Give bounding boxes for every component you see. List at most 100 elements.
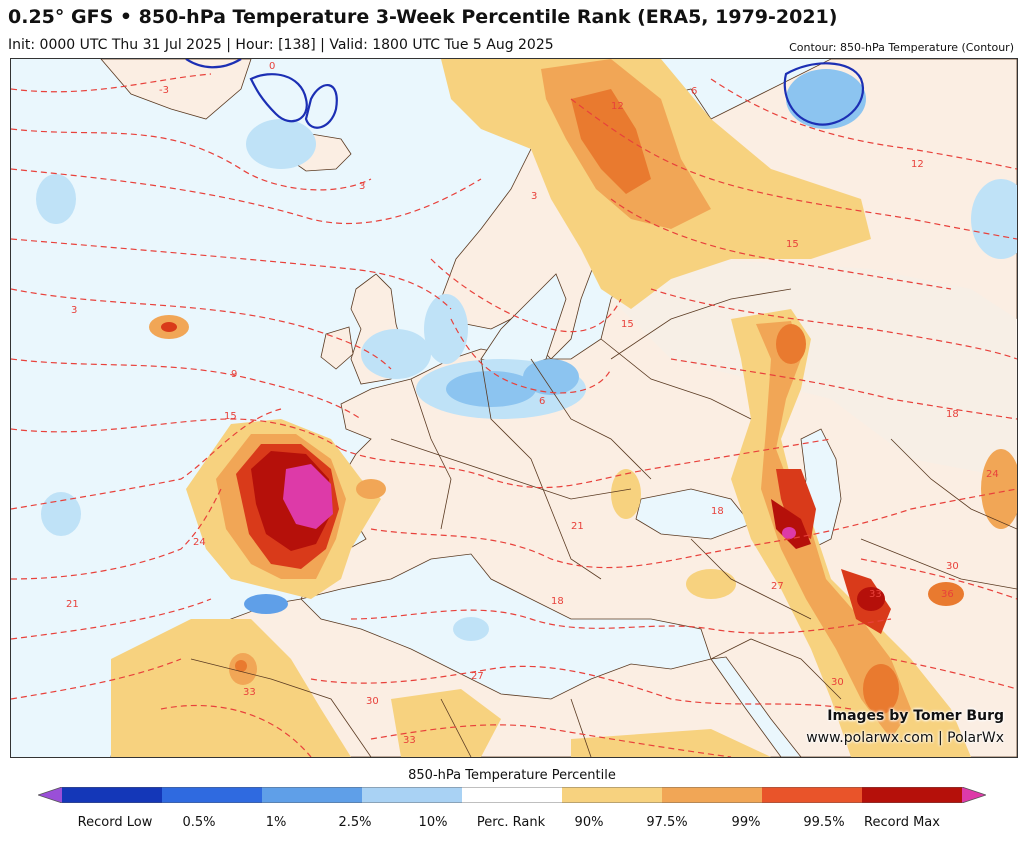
contour-label: 15 — [224, 411, 237, 422]
colorbar-label: 99.5% — [803, 815, 845, 830]
mediterranean-sea — [300, 553, 712, 700]
border-3 — [530, 358, 652, 480]
contour-label: 3 — [71, 305, 77, 316]
contour-line — [310, 665, 852, 710]
shade-pale-russia — [611, 259, 1017, 479]
map-canvas: -3 0 3 3 3 6 6 9 12 12 15 15 15 18 18 18… — [11, 59, 1017, 757]
contour-label: 3 — [359, 181, 365, 192]
ireland — [320, 326, 354, 370]
shade-yellow-libya — [391, 689, 501, 757]
red-sea — [710, 656, 802, 757]
contour-line — [11, 488, 222, 580]
contour-line — [670, 358, 1017, 420]
contour-label: 21 — [571, 521, 584, 532]
shade-darkorange-north — [571, 89, 651, 194]
shade-yellow-egypt — [571, 729, 771, 757]
contour-label: 0 — [269, 61, 275, 72]
colorbar-label: Record Max — [864, 815, 940, 830]
map-subtitle: Init: 0000 UTC Thu 31 Jul 2025 | Hour: [… — [8, 37, 554, 53]
map-title: 0.25° GFS • 850-hPa Temperature 3-Week P… — [8, 6, 838, 28]
shade-red-caucasus — [776, 469, 816, 539]
colorbar-label: 2.5% — [338, 815, 372, 830]
colorbar-segment — [162, 787, 263, 803]
contour-label: 24 — [986, 469, 999, 480]
contour-label: 6 — [539, 396, 545, 407]
colorbar-segment — [662, 787, 763, 803]
shade-orange-far-east — [981, 449, 1017, 529]
shade-darkorange-volga — [776, 324, 806, 364]
contour-line — [11, 358, 362, 420]
shade-lightblue-west — [36, 174, 76, 224]
contour-line — [11, 128, 372, 191]
border-10 — [440, 698, 472, 757]
border-14 — [890, 438, 1017, 530]
contour-line — [350, 609, 892, 634]
cold-contour-line — [249, 73, 308, 123]
contour-label: 15 — [621, 319, 634, 330]
colorbar-label: 99% — [731, 815, 761, 830]
contour-label: 18 — [946, 409, 959, 420]
shade-darkred-iran — [857, 587, 885, 611]
shade-lightblue-med — [453, 617, 489, 641]
contour-line — [430, 258, 622, 333]
colorbar-label: Perc. Rank — [476, 815, 546, 830]
shade-lightblue-denmark — [424, 294, 468, 364]
percentile-shading — [36, 59, 1017, 757]
contour-line — [11, 408, 282, 510]
contour-label: 33 — [869, 589, 882, 600]
shade-blue-arctic — [786, 69, 866, 129]
colorbar-label: 1% — [265, 815, 287, 830]
contour-line — [11, 418, 342, 450]
contour-label: 24 — [193, 537, 206, 548]
cold-contour-line — [185, 59, 242, 69]
temperature-contours — [11, 73, 1017, 757]
contour-label: 12 — [911, 159, 924, 170]
contour-line — [610, 198, 952, 290]
shade-blue-atlas — [244, 594, 288, 614]
shade-yellow-balkans — [611, 469, 641, 519]
colorbar-segments — [62, 787, 963, 803]
contour-label: 15 — [786, 239, 799, 250]
border-11 — [570, 698, 592, 757]
map-panel: -3 0 3 3 3 6 6 9 12 12 15 15 15 18 18 18… — [10, 58, 1018, 758]
contour-label: 27 — [471, 671, 484, 682]
contour-label: 30 — [946, 561, 959, 572]
colorbar-label: 10% — [418, 815, 448, 830]
border-1 — [410, 378, 452, 530]
contour-line — [11, 598, 212, 640]
colorbar-segment — [262, 787, 363, 803]
contour-line — [860, 558, 1017, 600]
contour-label: 27 — [771, 581, 784, 592]
border-13 — [860, 538, 1017, 590]
colorbar-segment — [862, 787, 963, 803]
colorbar-segment — [562, 787, 663, 803]
cold-contour-line — [783, 62, 864, 126]
country-borders — [190, 288, 1017, 757]
black-sea — [635, 488, 752, 540]
contour-note: Contour: 850-hPa Temperature (Contour) — [789, 41, 1014, 54]
shade-red-atlantic — [161, 322, 177, 332]
shade-darkorange-iran — [928, 582, 964, 606]
contour-label: 33 — [243, 687, 256, 698]
contour-label: 12 — [611, 101, 624, 112]
colorbar-label: 0.5% — [182, 815, 216, 830]
colorbar-segment — [62, 787, 163, 803]
border-4 — [600, 338, 752, 420]
colorbar-label: 97.5% — [646, 815, 688, 830]
greenland — [100, 59, 252, 120]
contour-label: 18 — [551, 596, 564, 607]
colorbar-label: Record Low — [77, 815, 153, 830]
cold-contours — [185, 59, 864, 129]
border-7 — [690, 538, 812, 620]
border-8 — [710, 638, 842, 700]
colorbar-low-arrow — [38, 787, 62, 803]
contour-line — [340, 438, 832, 489]
shade-darkorange-sahara — [235, 660, 247, 672]
contour-line — [450, 318, 612, 394]
border-9 — [190, 658, 372, 757]
contour-label: 3 — [531, 191, 537, 202]
shade-magenta-armenia — [782, 527, 796, 539]
shade-orange-east — [756, 321, 911, 739]
shade-lightblue-iceland — [246, 119, 316, 169]
border-2 — [480, 358, 552, 510]
